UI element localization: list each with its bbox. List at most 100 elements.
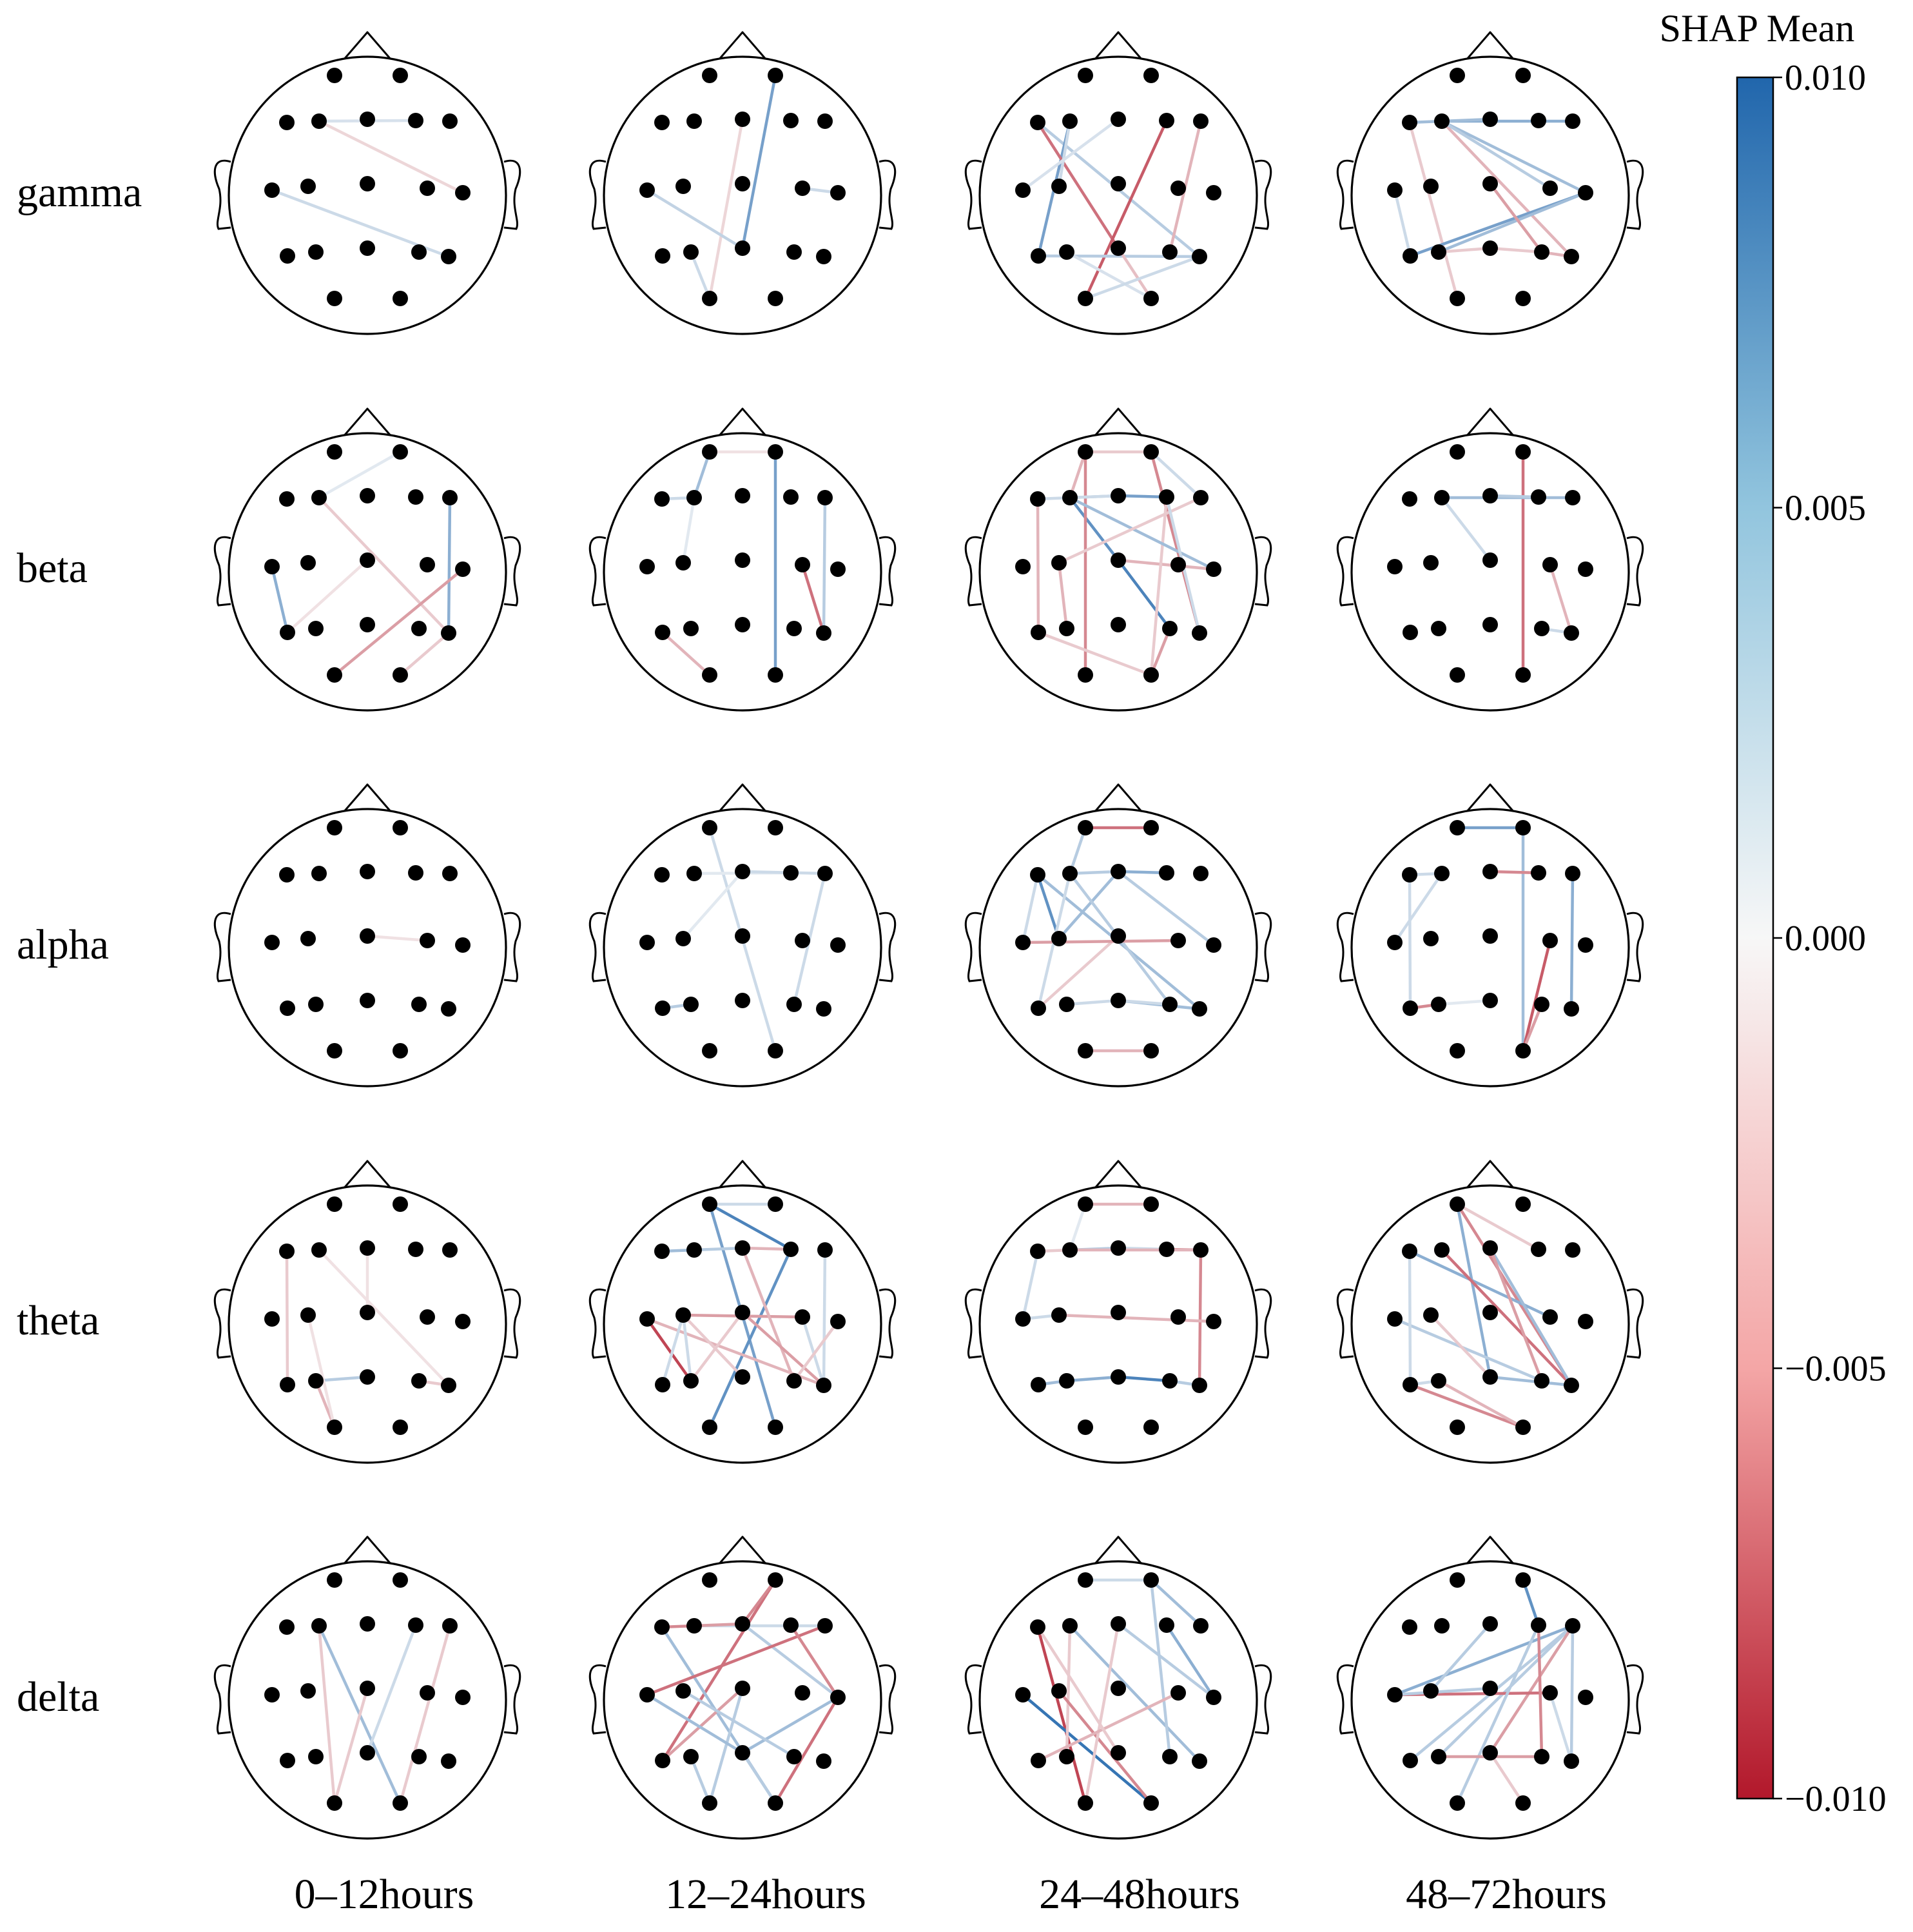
topomap-gamma-1 (588, 31, 897, 335)
electrode-F8 (1193, 866, 1209, 881)
connection-edge-Fz-O1 (708, 117, 744, 300)
electrode-Fz (735, 1616, 750, 1632)
electrode-O1 (327, 1795, 342, 1811)
electrode-Fz (735, 112, 750, 127)
head-ear-right (503, 536, 521, 607)
electrode-O2 (768, 1795, 783, 1811)
electrode-Fp1 (702, 1196, 717, 1212)
electrode-Fp1 (1078, 1196, 1093, 1212)
connection-edge-F3-T4 (1068, 496, 1216, 571)
electrode-Fz (735, 864, 750, 879)
electrode-F4 (1159, 865, 1174, 881)
electrode-T4 (1206, 937, 1221, 953)
electrode-T6 (441, 1378, 456, 1393)
electrode-P4 (411, 244, 427, 260)
electrode-Pz (735, 993, 750, 1008)
connection-edge-Fp2-Pz (741, 73, 777, 250)
electrode-F7 (654, 1619, 670, 1635)
electrode-T5 (1031, 1000, 1046, 1016)
electrode-C4 (1170, 557, 1186, 572)
topomap-gamma-0 (213, 31, 521, 335)
connection-edge-F8-O2 (398, 1624, 452, 1805)
connection-edge-F7-Pz (1036, 1625, 1120, 1755)
electrode-C3 (1051, 1307, 1067, 1323)
connection-edge-T4-P3 (1437, 191, 1588, 254)
connection-edge-P3-O1 (689, 1755, 712, 1805)
topomap-delta-1 (588, 1536, 897, 1840)
connection-edge-F3-C4 (1440, 119, 1552, 190)
electrode-T5 (1403, 1000, 1418, 1016)
head-ear-left (588, 1288, 607, 1359)
electrode-Cz (735, 1681, 750, 1696)
electrode-P4 (411, 1749, 427, 1764)
electrode-P3 (1059, 1373, 1074, 1389)
connection-edge-Fp2-T5 (661, 1578, 777, 1762)
electrode-C3 (1051, 179, 1067, 194)
head-ear-left (1336, 912, 1354, 982)
electrode-F8 (817, 490, 833, 505)
electrode-T5 (1031, 248, 1046, 264)
connection-edge-Pz-O2 (1116, 246, 1153, 300)
connection-edge-C3-T4 (1057, 1313, 1216, 1323)
electrode-P3 (308, 1373, 324, 1389)
electrode-T3 (639, 182, 655, 198)
colorbar-tick-label: −0.010 (1785, 1779, 1887, 1819)
electrode-Fp2 (1143, 1196, 1159, 1212)
head-ear-left (964, 1664, 982, 1735)
electrode-Fz (1111, 864, 1126, 879)
topomap-alpha-0 (213, 783, 521, 1088)
column-label-0-12h: 0–12hours (295, 1871, 474, 1918)
electrode-P4 (1534, 244, 1549, 260)
electrode-C3 (300, 931, 316, 946)
electrode-C3 (300, 1307, 316, 1323)
electrode-P4 (1162, 1373, 1178, 1389)
electrode-F8 (1193, 113, 1209, 129)
topomap-alpha-2 (964, 783, 1272, 1088)
head-outline (603, 55, 882, 335)
electrode-F4 (408, 489, 423, 505)
electrode-C3 (1051, 555, 1067, 571)
electrode-Fz (360, 488, 375, 503)
head-ear-left (1336, 1664, 1354, 1735)
electrode-T4 (1206, 1690, 1221, 1705)
electrode-Fp1 (702, 820, 717, 835)
electrode-O2 (1515, 1795, 1531, 1811)
electrode-Cz (735, 552, 750, 568)
electrode-C4 (795, 1685, 810, 1701)
electrode-P4 (786, 1749, 802, 1764)
electrode-O2 (1515, 667, 1531, 683)
electrode-Fp2 (768, 820, 783, 835)
connection-edge-P3-Pz (1065, 1375, 1120, 1383)
electrode-Pz (1111, 617, 1126, 632)
electrode-F7 (279, 115, 295, 130)
colorbar-gradient (1736, 76, 1774, 1800)
electrode-F4 (1159, 1617, 1174, 1633)
connection-edge-Fz-O1 (1083, 1622, 1120, 1805)
colorbar: SHAP Mean 0.010 0.005 0.000 −0.005 −0.010 (1660, 7, 1887, 1819)
electrode-O1 (1450, 1795, 1465, 1811)
connection-edge-F4-O2 (1149, 495, 1169, 677)
connection-edge-F7-C4 (1408, 1249, 1552, 1319)
head-ear-right (879, 536, 897, 607)
electrode-Fp2 (768, 1196, 783, 1212)
electrode-F4 (1159, 489, 1174, 505)
topomap-gamma-3 (1336, 31, 1644, 335)
connection-edge-Fp1-F3 (692, 450, 712, 500)
head-nose (1092, 783, 1144, 814)
electrode-C3 (1423, 555, 1439, 571)
electrode-C3 (675, 1683, 691, 1699)
connection-edge-Fz-T4 (1116, 870, 1216, 947)
head-ear-right (1254, 1664, 1272, 1735)
electrode-Pz (735, 1745, 750, 1761)
electrode-Fp1 (1078, 68, 1093, 83)
electrode-O1 (1078, 1420, 1093, 1435)
electrode-F4 (1531, 1242, 1546, 1257)
electrode-F4 (408, 1617, 423, 1633)
electrode-P3 (1059, 621, 1074, 636)
head-outline (603, 808, 882, 1088)
connection-edge-F3-P3 (1065, 1624, 1072, 1759)
electrode-Fp1 (1078, 1572, 1093, 1588)
electrode-P3 (683, 1373, 699, 1389)
electrode-Fp2 (1515, 444, 1531, 460)
connection-edge-T3-T5 (1393, 188, 1412, 258)
